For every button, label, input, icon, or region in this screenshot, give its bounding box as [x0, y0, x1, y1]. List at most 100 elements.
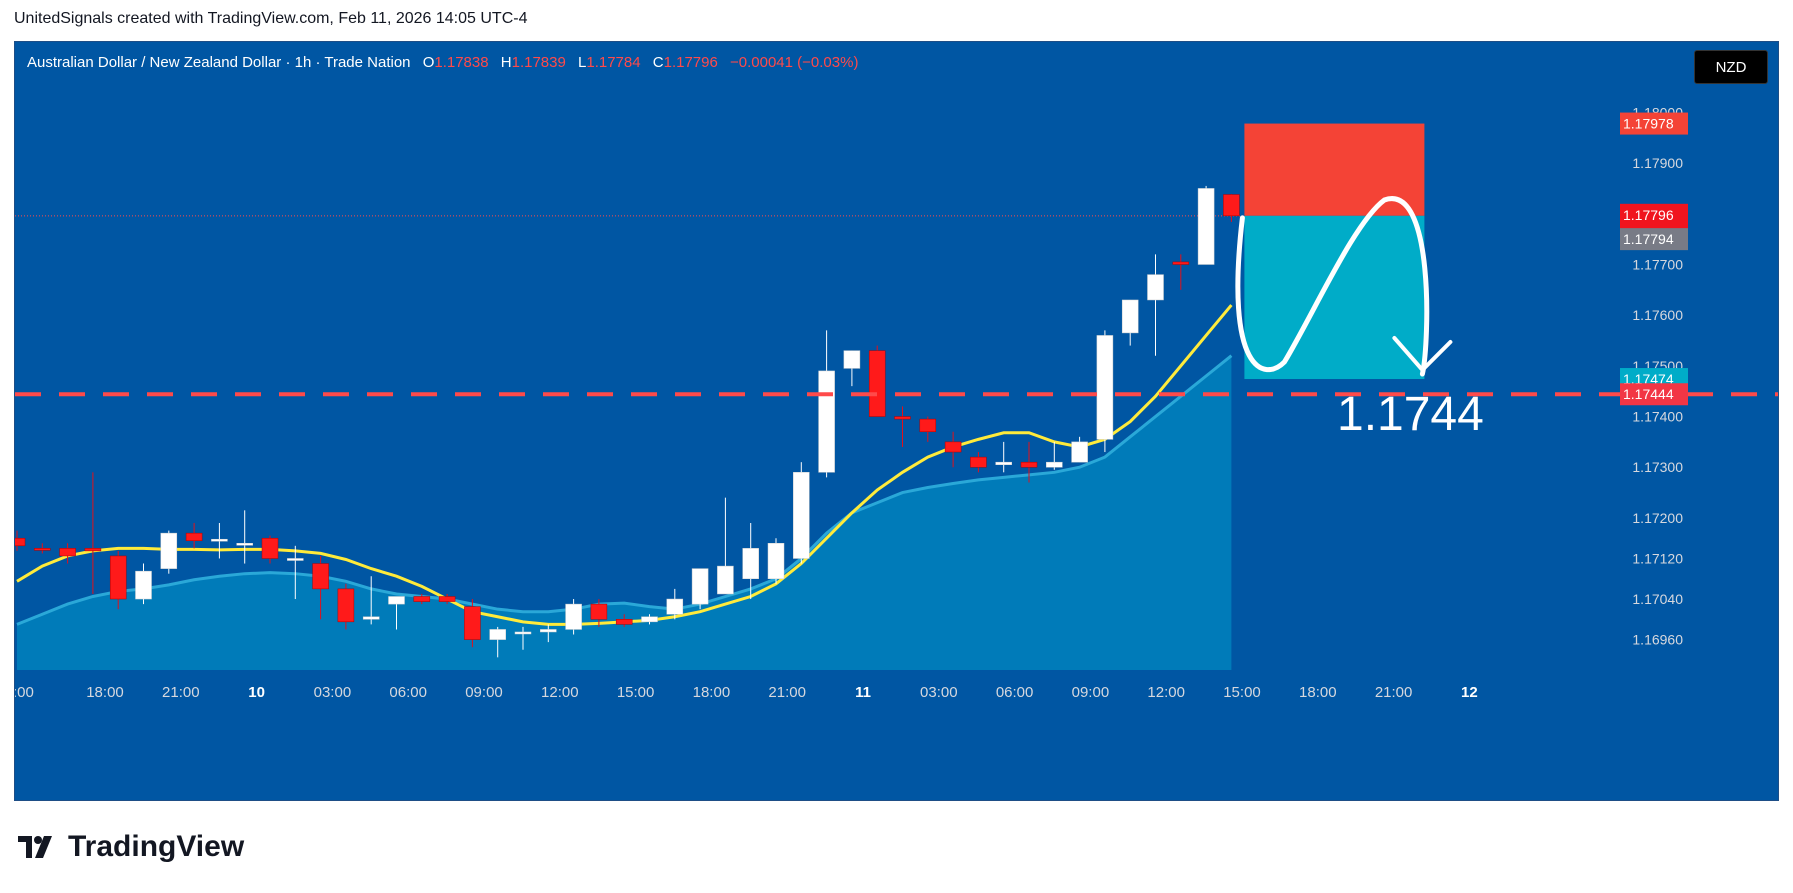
x-tick-label: 09:00: [465, 684, 503, 701]
candle: [691, 568, 709, 610]
candle-body: [337, 588, 355, 623]
candle: [211, 523, 228, 559]
candle: [1197, 185, 1215, 265]
tradingview-brand: TradingView: [18, 830, 244, 864]
candle-body: [1071, 441, 1088, 463]
candle-body: [970, 456, 987, 468]
y-tick-label: 1.17600: [1632, 307, 1683, 323]
low-key: L: [578, 54, 587, 71]
price-label-box: [1620, 383, 1688, 406]
candle: [160, 530, 178, 574]
candle: [1071, 436, 1088, 463]
candle-body: [261, 537, 279, 559]
currency-button[interactable]: NZD: [1694, 50, 1768, 84]
candle: [135, 563, 152, 605]
candle: [1020, 441, 1038, 483]
candle-body: [1172, 261, 1190, 265]
x-tick-label: 18:00: [1299, 684, 1337, 701]
drawn-arrow-head: [1392, 336, 1453, 373]
candle-body: [185, 532, 203, 541]
x-tick-label: 06:00: [389, 684, 427, 701]
candle: [641, 614, 658, 625]
price-label-text: 1.17444: [1623, 386, 1674, 402]
chart-caption: UnitedSignals created with TradingView.c…: [14, 10, 528, 27]
candle: [590, 599, 608, 627]
candle-body: [1121, 299, 1139, 334]
candle-body: [641, 616, 658, 623]
price-label-box: [1620, 228, 1688, 251]
price-label-text: 1.17474: [1623, 371, 1674, 387]
price-chart[interactable]: 1.180001.179001.177001.176001.175001.174…: [15, 42, 1779, 801]
price-label-text: 1.17978: [1623, 116, 1674, 132]
candle-body: [59, 548, 76, 557]
open-key: O: [422, 54, 435, 71]
candle-body: [438, 596, 456, 602]
change-value: −0.00041 (−0.03%): [730, 54, 859, 71]
candle-body: [1096, 335, 1114, 440]
candle: [944, 431, 962, 468]
candle: [312, 555, 329, 620]
candle: [337, 583, 355, 630]
x-tick-label: 21:00: [768, 684, 806, 701]
candle-body: [767, 543, 785, 580]
candle: [1172, 254, 1190, 290]
close-key: C: [652, 54, 664, 71]
candle: [438, 593, 456, 605]
price-label-text: 1.17796: [1623, 207, 1674, 223]
candle-body: [691, 568, 709, 605]
candle: [894, 406, 911, 447]
y-tick-label: 1.17300: [1632, 459, 1683, 475]
draw-layer: [1235, 196, 1453, 377]
chart-area[interactable]: 1.18000 1.17900 1.17700 1.17600 1.17500 1.174…: [14, 41, 1779, 801]
candle: [59, 543, 76, 564]
candle: [109, 550, 127, 610]
x-tick-label: 12:00: [541, 684, 579, 701]
candle: [1096, 330, 1114, 453]
candle-body: [388, 596, 405, 605]
candle-body: [565, 603, 582, 630]
candle-body: [489, 629, 506, 640]
candle: [970, 452, 987, 473]
y-tick-label: 1.16960: [1632, 632, 1683, 648]
candle-body: [211, 538, 228, 542]
candle-body: [1046, 461, 1063, 468]
candle-body: [15, 537, 26, 547]
candle: [287, 545, 304, 600]
target-annotation: 1.1744: [1337, 388, 1484, 441]
candle: [742, 523, 759, 600]
candle-body: [1223, 194, 1240, 217]
drawn-arrow-curve: [1235, 196, 1430, 377]
axis-layer: 1.180001.179001.177001.176001.175001.174…: [15, 104, 1688, 701]
candle: [615, 614, 633, 627]
x-tick-label: 03:00: [920, 684, 958, 701]
candle: [818, 330, 835, 478]
candle: [489, 626, 506, 658]
x-tick-label: 21:00: [162, 684, 200, 701]
open-value: 1.17838: [434, 54, 489, 71]
candle: [185, 523, 203, 549]
candle-body: [818, 370, 835, 473]
symbol-title: Australian Dollar / New Zealand Dollar ·…: [27, 54, 411, 71]
candle-body: [919, 418, 937, 433]
y-tick-label: 1.17700: [1632, 256, 1683, 272]
candle-body: [1147, 274, 1164, 301]
x-tick-label: 15:00: [1223, 684, 1261, 701]
candle: [236, 510, 253, 564]
candle-body: [160, 532, 178, 569]
candle: [1046, 441, 1063, 470]
x-tick-label: 09:00: [1072, 684, 1110, 701]
candle: [843, 350, 861, 387]
candle: [793, 462, 810, 564]
candle-body: [362, 616, 380, 620]
x-tick-label: 06:00: [996, 684, 1034, 701]
candle: [261, 535, 279, 564]
candle-body: [236, 543, 253, 546]
candle-body: [717, 565, 734, 595]
candle-body: [615, 619, 633, 625]
candle: [388, 596, 405, 630]
high-value: 1.17839: [511, 54, 566, 71]
candle-body: [894, 416, 911, 420]
candle: [565, 599, 582, 635]
candle: [34, 543, 51, 554]
candle: [84, 472, 102, 594]
